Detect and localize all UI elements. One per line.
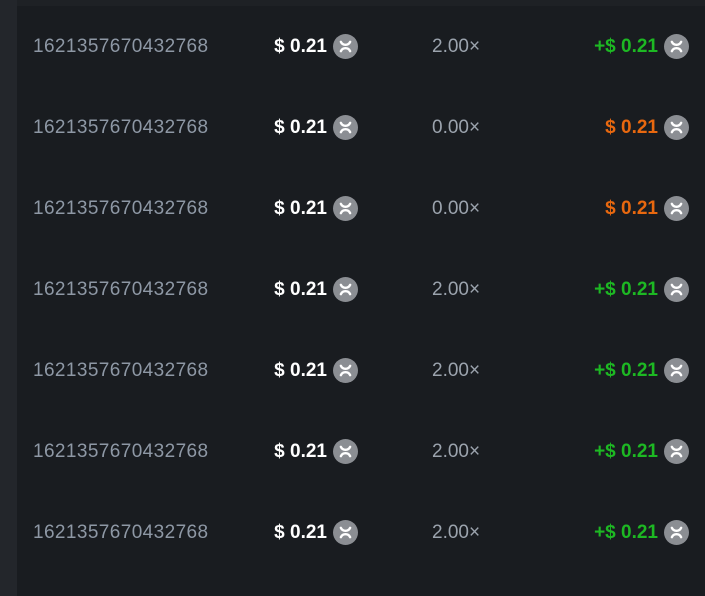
multiplier: 2.00× bbox=[432, 440, 481, 462]
xrp-coin-icon bbox=[664, 196, 689, 221]
bet-id: 1621357670432768 bbox=[33, 35, 209, 57]
xrp-coin-icon bbox=[664, 34, 689, 59]
payout-cell: $ 0.21 bbox=[605, 196, 689, 221]
payout-amount: +$ 0.21 bbox=[594, 278, 658, 300]
bet-amount-cell: $ 0.21 bbox=[243, 358, 358, 383]
bet-id: 1621357670432768 bbox=[33, 359, 209, 381]
payout-cell: +$ 0.21 bbox=[594, 277, 689, 302]
bet-history-row[interactable]: 1621357670432768 $ 0.21 0.00× $ 0.21 bbox=[17, 87, 705, 168]
payout-amount: +$ 0.21 bbox=[594, 440, 658, 462]
bet-id: 1621357670432768 bbox=[33, 278, 209, 300]
xrp-coin-icon bbox=[664, 115, 689, 140]
bet-amount: $ 0.21 bbox=[274, 521, 327, 543]
xrp-coin-icon bbox=[333, 358, 358, 383]
bet-amount-cell: $ 0.21 bbox=[243, 520, 358, 545]
bet-amount-cell: $ 0.21 bbox=[243, 277, 358, 302]
xrp-coin-icon bbox=[333, 277, 358, 302]
payout-amount: +$ 0.21 bbox=[594, 35, 658, 57]
bet-amount: $ 0.21 bbox=[274, 440, 327, 462]
xrp-coin-icon bbox=[333, 196, 358, 221]
bet-amount: $ 0.21 bbox=[274, 359, 327, 381]
xrp-coin-icon bbox=[664, 358, 689, 383]
bet-history-row[interactable]: 1621357670432768 $ 0.21 2.00× +$ 0.21 bbox=[17, 249, 705, 330]
payout-amount: $ 0.21 bbox=[605, 197, 658, 219]
bet-history-row[interactable]: 1621357670432768 $ 0.21 2.00× +$ 0.21 bbox=[17, 411, 705, 492]
bet-history-row[interactable]: 1621357670432768 $ 0.21 2.00× +$ 0.21 bbox=[17, 6, 705, 87]
multiplier: 2.00× bbox=[432, 35, 481, 57]
bet-id: 1621357670432768 bbox=[33, 116, 209, 138]
bet-history-table: 1621357670432768 $ 0.21 2.00× +$ 0.21 16… bbox=[17, 0, 705, 596]
payout-cell: +$ 0.21 bbox=[594, 358, 689, 383]
table-top-divider bbox=[17, 0, 705, 6]
xrp-coin-icon bbox=[333, 520, 358, 545]
bet-amount-cell: $ 0.21 bbox=[243, 34, 358, 59]
bet-amount-cell: $ 0.21 bbox=[243, 196, 358, 221]
bet-amount: $ 0.21 bbox=[274, 116, 327, 138]
xrp-coin-icon bbox=[333, 439, 358, 464]
xrp-coin-icon bbox=[664, 520, 689, 545]
payout-cell: +$ 0.21 bbox=[594, 34, 689, 59]
bet-id: 1621357670432768 bbox=[33, 197, 209, 219]
bet-history-row[interactable]: 1621357670432768 $ 0.21 2.00× +$ 0.21 bbox=[17, 492, 705, 573]
multiplier: 0.00× bbox=[432, 197, 481, 219]
multiplier: 2.00× bbox=[432, 278, 481, 300]
bet-amount-cell: $ 0.21 bbox=[243, 115, 358, 140]
xrp-coin-icon bbox=[333, 115, 358, 140]
payout-cell: +$ 0.21 bbox=[594, 439, 689, 464]
multiplier: 2.00× bbox=[432, 359, 481, 381]
bet-id: 1621357670432768 bbox=[33, 521, 209, 543]
bet-amount: $ 0.21 bbox=[274, 278, 327, 300]
xrp-coin-icon bbox=[664, 277, 689, 302]
bet-history-row[interactable]: 1621357670432768 $ 0.21 0.00× $ 0.21 bbox=[17, 168, 705, 249]
bet-amount: $ 0.21 bbox=[274, 197, 327, 219]
bet-amount: $ 0.21 bbox=[274, 35, 327, 57]
payout-cell: $ 0.21 bbox=[605, 115, 689, 140]
payout-amount: +$ 0.21 bbox=[594, 359, 658, 381]
bet-rows-container: 1621357670432768 $ 0.21 2.00× +$ 0.21 16… bbox=[17, 6, 705, 573]
bet-amount-cell: $ 0.21 bbox=[243, 439, 358, 464]
payout-cell: +$ 0.21 bbox=[594, 520, 689, 545]
bet-history-row[interactable]: 1621357670432768 $ 0.21 2.00× +$ 0.21 bbox=[17, 330, 705, 411]
multiplier: 0.00× bbox=[432, 116, 481, 138]
payout-amount: +$ 0.21 bbox=[594, 521, 658, 543]
payout-amount: $ 0.21 bbox=[605, 116, 658, 138]
bet-id: 1621357670432768 bbox=[33, 440, 209, 462]
xrp-coin-icon bbox=[333, 34, 358, 59]
xrp-coin-icon bbox=[664, 439, 689, 464]
multiplier: 2.00× bbox=[432, 521, 481, 543]
